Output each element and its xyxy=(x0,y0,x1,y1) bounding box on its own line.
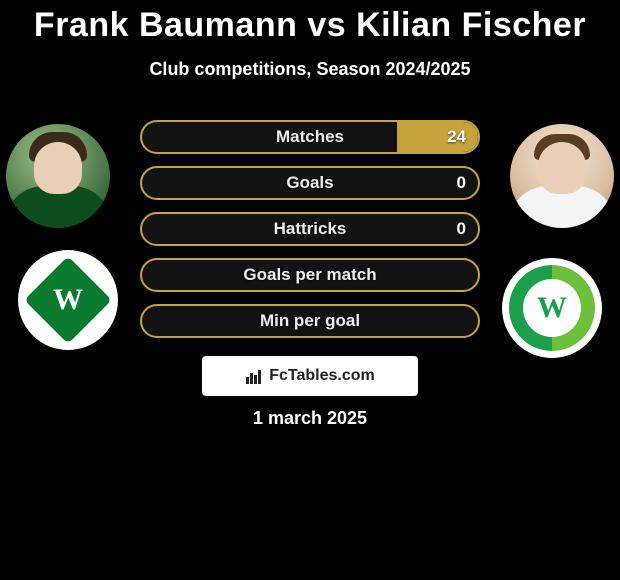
werder-bremen-icon: W xyxy=(24,256,112,344)
stat-bars: 24 Matches 0 Goals 0 Hattricks Goals per match… xyxy=(140,120,480,350)
stat-label: Matches xyxy=(276,127,344,147)
stat-value-right: 0 xyxy=(457,173,466,193)
stat-label: Goals xyxy=(286,173,333,193)
stat-pill: 0 Goals xyxy=(140,166,480,200)
player1-avatar xyxy=(6,124,110,228)
site-brand-label: FcTables.com xyxy=(269,367,375,385)
stat-label: Hattricks xyxy=(274,219,347,239)
stat-pill: 24 Matches xyxy=(140,120,480,154)
page-title: Frank Baumann vs Kilian Fischer xyxy=(0,6,620,45)
title-player2: Kilian Fischer xyxy=(356,6,586,44)
player2-avatar xyxy=(510,124,614,228)
stat-pill: Min per goal xyxy=(140,304,480,338)
stat-value-right: 0 xyxy=(457,219,466,239)
comparison-card: Frank Baumann vs Kilian Fischer Club com… xyxy=(0,0,620,580)
bar-chart-icon xyxy=(245,367,263,385)
stat-label: Min per goal xyxy=(260,311,360,331)
stat-value-right: 24 xyxy=(447,127,466,147)
title-vs: vs xyxy=(297,6,356,44)
snapshot-date: 1 march 2025 xyxy=(0,408,620,429)
stat-pill: Goals per match xyxy=(140,258,480,292)
player1-club-logo: W xyxy=(18,250,118,350)
stat-label: Goals per match xyxy=(243,265,376,285)
player2-club-logo: W xyxy=(502,258,602,358)
title-player1: Frank Baumann xyxy=(34,6,297,44)
site-attribution: FcTables.com xyxy=(202,356,418,396)
stat-pill: 0 Hattricks xyxy=(140,212,480,246)
subtitle: Club competitions, Season 2024/2025 xyxy=(0,59,620,80)
wolfsburg-icon: W xyxy=(509,265,595,351)
